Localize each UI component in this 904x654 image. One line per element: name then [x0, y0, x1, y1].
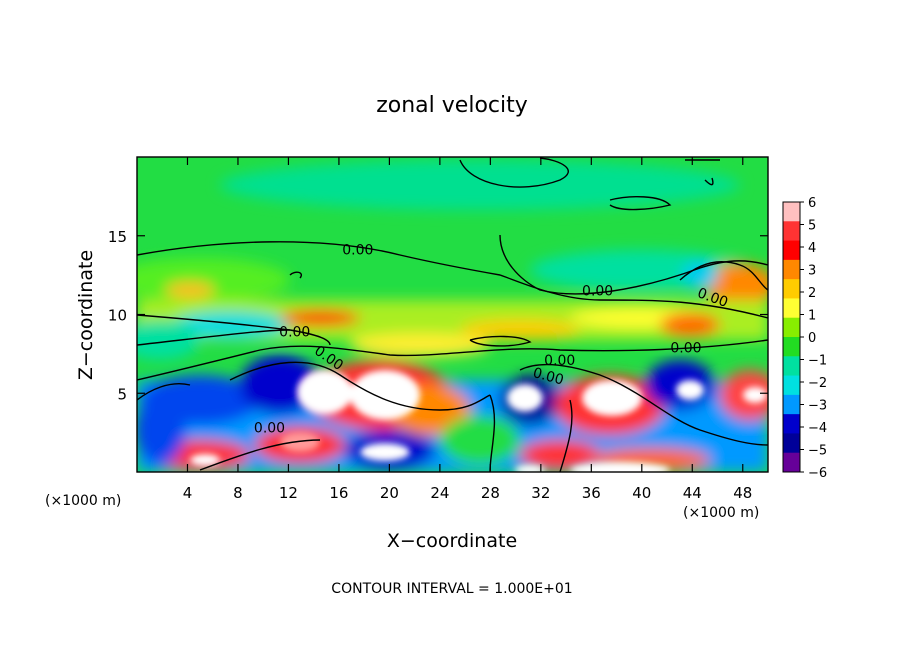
colorbar-label: 4 [808, 241, 816, 256]
x-tick-label: 12 [279, 484, 298, 502]
colorbar-swatch [783, 221, 800, 242]
colorbar-swatch [783, 433, 800, 454]
heatmap-field [137, 157, 768, 472]
contour-label: 0.00 [254, 421, 285, 437]
contour-label: 0.00 [544, 353, 575, 369]
colorbar-swatch [783, 298, 800, 319]
x-tick-label: 32 [531, 484, 550, 502]
colorbar-swatch [783, 240, 800, 261]
x-tick-label: 16 [329, 484, 348, 502]
x-tick-label: 40 [632, 484, 651, 502]
x-unit-right: (×1000 m) [683, 505, 759, 521]
x-tick-label: 44 [683, 484, 702, 502]
chart-title: zonal velocity [376, 93, 528, 118]
colorbar-label: −4 [808, 421, 827, 436]
contour-interval-note: CONTOUR INTERVAL = 1.000E+01 [331, 581, 572, 597]
colorbar-swatch [783, 452, 800, 473]
x-tick-label: 48 [733, 484, 752, 502]
x-tick-label: 20 [380, 484, 399, 502]
x-ticks: 4 8 12 16 20 24 28 32 36 40 44 48 [183, 157, 752, 502]
y-tick-label: 15 [108, 228, 127, 246]
colorbar-swatch [783, 279, 800, 299]
colorbar-label: 6 [808, 196, 816, 211]
colorbar-label: −5 [808, 444, 827, 459]
contour-label: 0.00 [582, 284, 613, 300]
colorbar-swatch [783, 337, 800, 357]
contour-labels: 0.000.000.000.000.00 0.000.000.000.00 [254, 243, 730, 437]
colorbar-label: 5 [808, 219, 816, 234]
colorbar-swatch [783, 202, 800, 222]
x-tick-label: 4 [183, 484, 193, 502]
x-unit-left: (×1000 m) [45, 493, 121, 509]
x-tick-label: 24 [430, 484, 449, 502]
colorbar-label: −6 [808, 466, 827, 481]
y-tick-label: 10 [108, 307, 127, 325]
colorbar-labels: 6 5 4 3 2 1 0 −1 −2 −3 −4 −5 −6 [800, 196, 827, 481]
colorbar-swatch [783, 317, 800, 338]
colorbar-label: −3 [808, 399, 827, 414]
colorbar-label: −1 [808, 354, 827, 369]
colorbar-label: −2 [808, 376, 827, 391]
colorbar-label: 2 [808, 286, 816, 301]
colorbar-label: 3 [808, 264, 816, 279]
colorbar-swatch [783, 356, 800, 377]
colorbar-label: 1 [808, 309, 816, 324]
x-tick-label: 28 [481, 484, 500, 502]
y-tick-label: 5 [117, 385, 127, 403]
colorbar-swatch [783, 375, 800, 396]
y-axis-label: Z−coordinate [75, 250, 97, 380]
x-axis-label: X−coordinate [387, 530, 517, 552]
contour-label: 0.00 [279, 325, 310, 341]
x-tick-label: 8 [233, 484, 243, 502]
colorbar-label: 0 [808, 331, 816, 346]
contour-label: 0.00 [670, 340, 701, 356]
colorbar-swatch [783, 414, 800, 434]
contour-lines [137, 157, 768, 472]
x-tick-label: 36 [582, 484, 601, 502]
contour-label: 0.00 [531, 365, 565, 389]
colorbar-swatch [783, 394, 800, 415]
contour-label: 0.00 [342, 243, 373, 259]
y-ticks: 5 10 15 [108, 228, 768, 403]
colorbar-swatch [783, 259, 800, 280]
colorbar [782, 201, 801, 473]
